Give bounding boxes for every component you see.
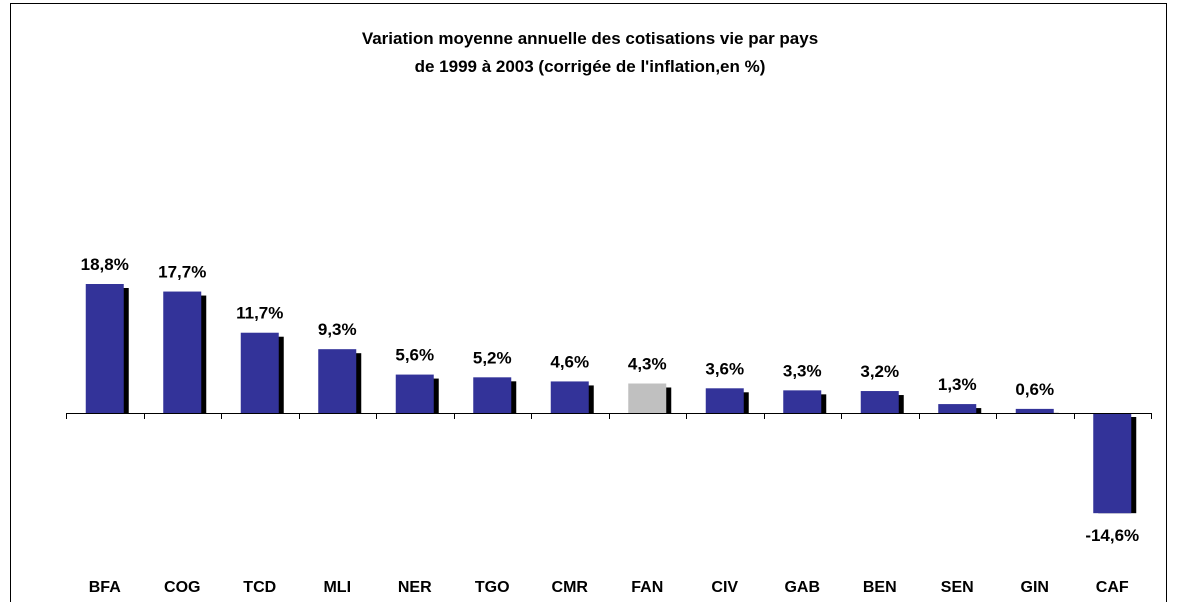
bar: [783, 390, 822, 413]
value-label: 3,3%: [783, 361, 822, 380]
chart-title: Variation moyenne annuelle des cotisatio…: [362, 29, 818, 48]
bar: [395, 374, 434, 413]
x-tick-label: BEN: [863, 579, 897, 596]
x-tick-label: TGO: [475, 579, 510, 596]
value-label: 4,3%: [628, 354, 667, 373]
bar: [628, 383, 667, 413]
value-label: 3,2%: [860, 362, 899, 381]
value-label: 11,7%: [236, 304, 283, 323]
x-tick-label: FAN: [631, 579, 663, 596]
bar: [1015, 408, 1054, 413]
value-label: 1,3%: [938, 375, 977, 394]
bar: [318, 349, 357, 413]
value-label: 5,2%: [473, 348, 512, 367]
chart-title: de 1999 à 2003 (corrigée de l'inflation,…: [415, 57, 766, 76]
value-label: 4,6%: [550, 352, 589, 371]
bar: [860, 391, 899, 413]
value-label: 3,6%: [705, 359, 744, 378]
x-tick-label: GIN: [1021, 579, 1049, 596]
value-label: 0,6%: [1015, 380, 1054, 399]
x-tick-label: NER: [398, 579, 432, 596]
bar: [163, 291, 202, 413]
x-tick-label: CIV: [711, 579, 738, 596]
value-label: 5,6%: [395, 346, 434, 365]
x-tick-label: MLI: [323, 579, 351, 596]
value-label: 17,7%: [158, 263, 206, 282]
x-tick-label: TCD: [243, 579, 276, 596]
x-tick-label: GAB: [784, 579, 820, 596]
x-tick-label: BFA: [89, 579, 121, 596]
x-tick-label: SEN: [941, 579, 974, 596]
bar: [1093, 413, 1132, 514]
bar: [85, 284, 124, 413]
bar: [938, 404, 977, 413]
value-label: -14,6%: [1085, 526, 1139, 545]
bar: [240, 332, 279, 413]
bar: [473, 377, 512, 413]
x-tick-label: CMR: [552, 579, 589, 596]
x-tick-label: CAF: [1096, 579, 1129, 596]
value-label: 18,8%: [81, 255, 129, 274]
value-label: 9,3%: [318, 320, 357, 339]
x-tick-label: COG: [164, 579, 200, 596]
bar: [705, 388, 744, 413]
bar: [550, 381, 589, 413]
